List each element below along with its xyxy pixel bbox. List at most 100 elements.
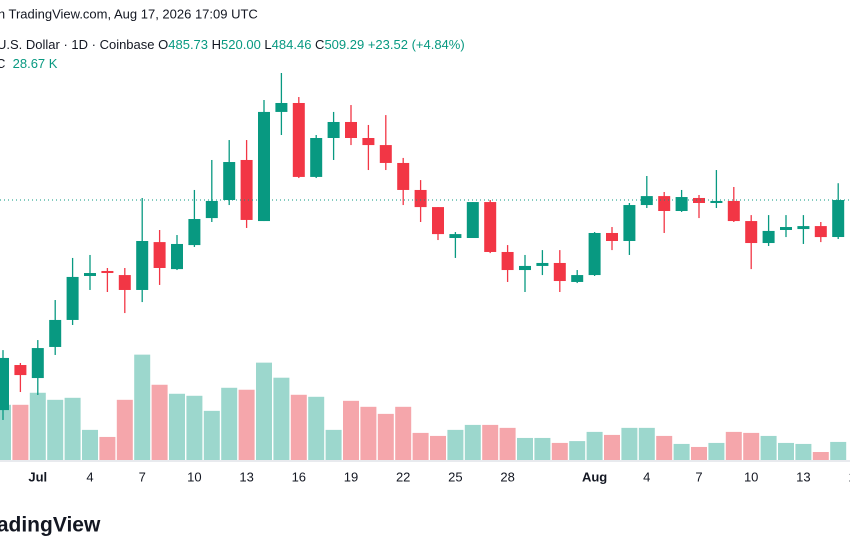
candle-body: [693, 197, 705, 203]
ohlc-value: 520.00: [221, 37, 261, 52]
candle-body: [188, 219, 201, 246]
candle-body: [136, 240, 149, 290]
volume-bar: [534, 437, 551, 460]
x-tick-label: 7: [695, 469, 702, 484]
candle-body: [745, 221, 758, 244]
volume-bar: [447, 429, 464, 460]
ohlc: O485.73 H520.00 L484.46 C509.29: [158, 37, 368, 52]
volume-bar: [743, 432, 760, 460]
x-tick-label: 13: [239, 469, 253, 484]
candle-body: [205, 200, 218, 219]
candle-body: [275, 102, 288, 112]
x-tick-label: 19: [344, 469, 358, 484]
candle-body: [432, 207, 444, 235]
candle-body: [484, 202, 497, 252]
candle-body: [223, 162, 236, 201]
volume-bar: [517, 437, 533, 460]
volume-bar: [134, 354, 151, 460]
candle-body: [414, 189, 427, 208]
x-tick-label: 10: [187, 469, 201, 484]
x-tick-label: 4: [86, 469, 93, 484]
ohlc-label: O: [158, 37, 169, 52]
x-tick-label: 22: [396, 469, 410, 484]
volume-bar: [812, 451, 829, 460]
volume-bar: [256, 362, 272, 460]
volume-bar: [169, 393, 185, 460]
volume-bar: [0, 404, 11, 460]
candle-body: [814, 226, 827, 238]
candle-body: [118, 275, 131, 290]
candle-body: [84, 273, 96, 276]
candle-body: [675, 197, 688, 212]
candle-body: [240, 159, 253, 220]
volume-bar: [673, 443, 690, 460]
candle-body: [258, 111, 270, 222]
candle-body: [710, 200, 723, 203]
symbol: U.S. Dollar · 1D · Coinbase: [0, 37, 155, 52]
volume-bar: [569, 441, 586, 460]
candle-body: [466, 202, 479, 239]
candle-body: [0, 357, 9, 411]
x-tick-label: 16: [848, 469, 850, 484]
volume-bar: [343, 400, 359, 460]
candle-body: [536, 262, 549, 266]
ohlc-value: 484.46: [271, 37, 312, 52]
candle-body: [780, 227, 792, 230]
candle-body: [797, 226, 810, 230]
candle-body: [640, 196, 653, 206]
volume-bar: [412, 432, 429, 460]
volume-bar: [778, 442, 794, 460]
candle-body: [101, 270, 114, 274]
x-tick-label: Jul: [28, 469, 47, 484]
volume-bar: [29, 392, 46, 460]
volume-label: C: [0, 56, 6, 71]
ohlc-label: H: [211, 37, 222, 52]
candle-body: [553, 262, 566, 282]
candle-body: [379, 145, 392, 163]
volume-bar: [360, 406, 377, 460]
volume-bar: [795, 443, 812, 460]
candle-body: [66, 276, 79, 320]
volume-bar: [604, 434, 620, 460]
x-tick-label: 13: [796, 469, 810, 484]
change: +23.52 (+4.84%): [367, 37, 465, 52]
volume-bar: [830, 441, 847, 460]
candle-body: [658, 196, 671, 212]
candle-body: [623, 205, 636, 241]
candle-body: [606, 232, 618, 241]
ohlc-label: C: [315, 37, 325, 52]
branding: TradingView: [0, 514, 101, 537]
candle-body: [31, 348, 44, 379]
volume-bar: [482, 424, 499, 460]
ohlc-value: 485.73: [168, 37, 209, 52]
volume-bar: [638, 427, 655, 460]
legend: U.S. Dollar · 1D · Coinbase O485.73 H520…: [0, 37, 465, 52]
volume-bar: [308, 396, 325, 460]
x-tick-label: 28: [500, 469, 514, 484]
volume-bar: [760, 435, 777, 460]
candle-body: [571, 275, 584, 282]
x-tick-label: 10: [744, 469, 758, 484]
volume-bar: [151, 384, 168, 460]
volume-bar: [395, 406, 412, 460]
volume-bar: [377, 413, 394, 460]
x-tick-label: 7: [139, 469, 146, 484]
volume-bar: [221, 387, 238, 460]
volume-bar: [586, 431, 603, 460]
candle-body: [292, 102, 305, 177]
attribution: with TradingView.com, Aug 17, 2026 17:09…: [0, 6, 258, 21]
candle-body: [588, 232, 601, 276]
candle-body: [362, 138, 375, 146]
volume-bar: [325, 429, 342, 460]
candle-body: [310, 138, 323, 177]
ohlc-value: 509.29: [324, 37, 365, 52]
candle-body: [762, 230, 775, 244]
x-tick-label: 4: [643, 469, 650, 484]
volume-bar: [708, 442, 725, 460]
x-tick-label: 25: [448, 469, 462, 484]
volume-bar: [99, 436, 116, 460]
candle-body: [14, 365, 27, 376]
volume-bar: [12, 404, 29, 460]
